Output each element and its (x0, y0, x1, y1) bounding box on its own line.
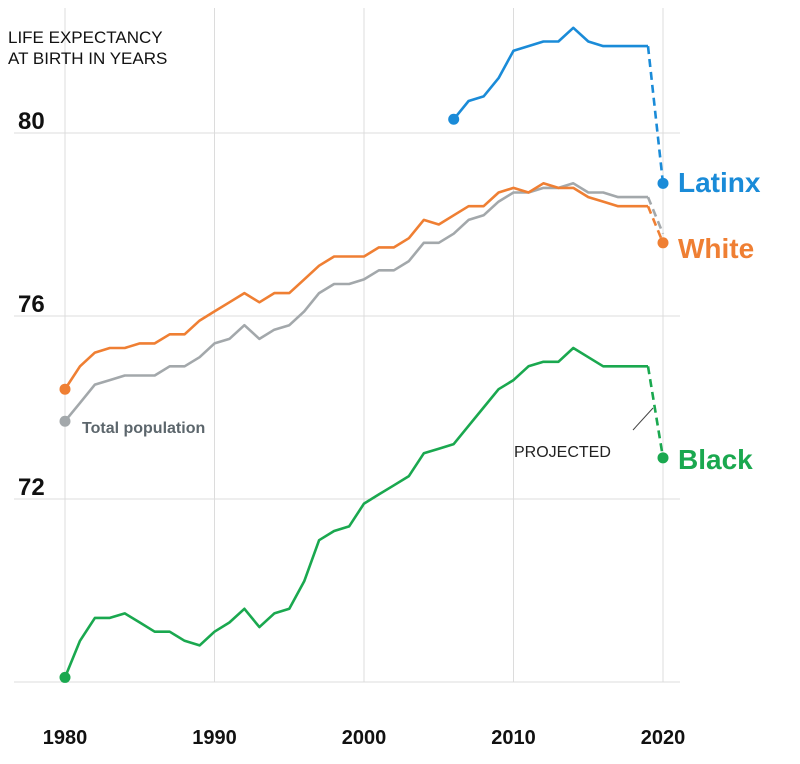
black-projected-line (646, 366, 665, 459)
total-population-start-point (59, 415, 71, 427)
black-start-point (59, 671, 71, 683)
y-tick-label-72: 72 (18, 474, 45, 501)
black-series-line (63, 346, 648, 678)
latinx-end-point (657, 177, 669, 189)
series-layer (59, 26, 669, 683)
y-tick-label-76: 76 (18, 291, 45, 318)
latinx-start-point (448, 113, 460, 125)
white-series-line (63, 182, 648, 390)
x-tick-label-2010: 2010 (491, 727, 536, 749)
projected-leader-line (632, 407, 654, 431)
x-tick-label-2000: 2000 (342, 727, 387, 749)
latinx-series-line (452, 26, 648, 121)
latinx-series-label: Latinx (678, 167, 761, 198)
latinx-projected-line (646, 45, 665, 184)
x-tick-label-1980: 1980 (43, 727, 88, 749)
tick-layer: 1980 1990 2000 2010 2020 72 76 80 (18, 108, 685, 749)
white-projected-line (646, 205, 665, 244)
projected-annotation: PROJECTED (514, 444, 611, 461)
y-axis-title-line-2: AT BIRTH IN YEARS (8, 49, 167, 68)
black-series-label: Black (678, 444, 753, 475)
total-population-series-line (63, 182, 648, 423)
white-end-point (657, 237, 669, 249)
y-tick-label-80: 80 (18, 108, 45, 135)
y-axis-title: LIFE EXPECTANCY AT BIRTH IN YEARS (8, 28, 167, 68)
x-tick-label-2020: 2020 (641, 727, 686, 749)
total-population-projected-line (646, 196, 665, 235)
total-population-label: Total population (82, 420, 205, 437)
white-start-point (59, 383, 71, 395)
label-layer: Latinx White Black Total population PROJ… (82, 167, 761, 475)
grid-layer (14, 8, 680, 683)
x-tick-label-1990: 1990 (192, 727, 237, 749)
white-series-label: White (678, 233, 754, 264)
y-axis-title-line-1: LIFE EXPECTANCY (8, 28, 163, 47)
black-end-point (657, 452, 669, 464)
